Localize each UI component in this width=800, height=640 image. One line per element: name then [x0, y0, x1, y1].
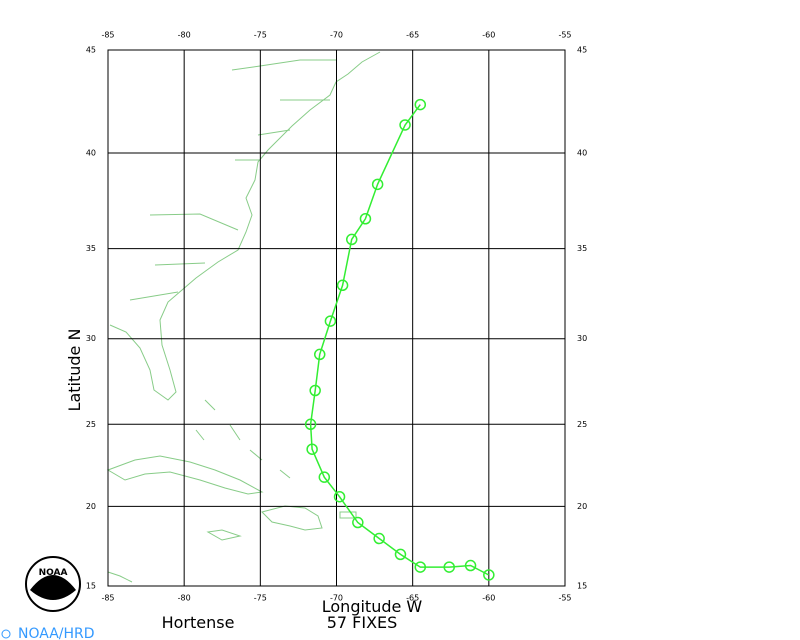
- y-tick-label: 30: [86, 334, 96, 343]
- venezuela: [107, 571, 133, 583]
- x-tick-label: -60: [482, 31, 495, 40]
- track-fix: [318, 471, 331, 483]
- x-tick-label: -55: [558, 594, 571, 603]
- track-fix: [345, 233, 358, 246]
- x-tick-label: -65: [406, 594, 419, 603]
- x-tick-label: -60: [482, 594, 495, 603]
- y-axis-label: Latitude N: [65, 329, 84, 412]
- y-tick-label: 45: [577, 46, 587, 55]
- y-tick-label: 35: [86, 244, 96, 253]
- logo-bird: [30, 575, 76, 600]
- y-tick-label: 15: [577, 582, 587, 591]
- track-fix: [394, 548, 407, 561]
- track-fix: [304, 418, 317, 431]
- y-tick-label: 25: [86, 420, 96, 429]
- storm-name: Hortense: [162, 613, 235, 632]
- x-tick-label: -80: [178, 31, 191, 40]
- y-tick-label: 40: [86, 148, 96, 157]
- x-tick-label: -70: [330, 31, 343, 40]
- inland-borders: [129, 59, 336, 301]
- jamaica: [206, 529, 242, 541]
- track-fix: [483, 569, 495, 581]
- storm-track: [309, 104, 490, 576]
- y-tick-label: 20: [577, 502, 587, 511]
- logo-text: NOAA: [39, 568, 68, 578]
- track-fix: [373, 532, 385, 545]
- cuba: [106, 455, 264, 495]
- track-fix: [464, 559, 477, 572]
- x-tick-label: -80: [178, 594, 191, 603]
- track-fix: [414, 98, 427, 111]
- x-tick-label: -70: [330, 594, 343, 603]
- fix-count: 57 FIXES: [327, 613, 398, 632]
- y-tick-label: 35: [577, 244, 587, 253]
- y-tick-label: 30: [577, 334, 587, 343]
- track-fix: [324, 315, 337, 327]
- y-tick-label: 15: [86, 582, 96, 591]
- track-fix: [336, 279, 349, 292]
- track-fix: [399, 119, 411, 131]
- coastlines: [106, 51, 381, 583]
- track-fix: [306, 443, 318, 455]
- track-fix: [443, 561, 455, 573]
- track-fix: [333, 490, 346, 503]
- x-axis-label: Longitude W: [322, 597, 423, 616]
- track-fix: [352, 516, 364, 529]
- y-tick-label: 40: [577, 148, 587, 157]
- x-tick-label: -65: [406, 31, 419, 40]
- credit: NOAA/HRD: [18, 626, 95, 640]
- credit-icon: [1, 629, 11, 639]
- x-tick-label: -75: [254, 594, 267, 603]
- track-fix: [371, 178, 384, 191]
- hispaniola: [261, 505, 323, 531]
- track-fix: [359, 213, 372, 225]
- x-tick-label: -75: [254, 31, 267, 40]
- x-tick-label: -85: [101, 594, 114, 603]
- y-tick-label: 25: [577, 420, 587, 429]
- us-coast: [109, 51, 381, 401]
- bahamas: [195, 399, 291, 479]
- track-fix: [313, 348, 326, 361]
- track-fix: [309, 384, 321, 397]
- y-tick-label: 20: [86, 502, 96, 511]
- x-tick-label: -55: [558, 31, 571, 40]
- x-tick-label: -85: [101, 31, 114, 40]
- track-fix: [414, 561, 427, 573]
- y-tick-label: 45: [86, 46, 96, 55]
- noaa-logo: NOAA: [25, 556, 81, 612]
